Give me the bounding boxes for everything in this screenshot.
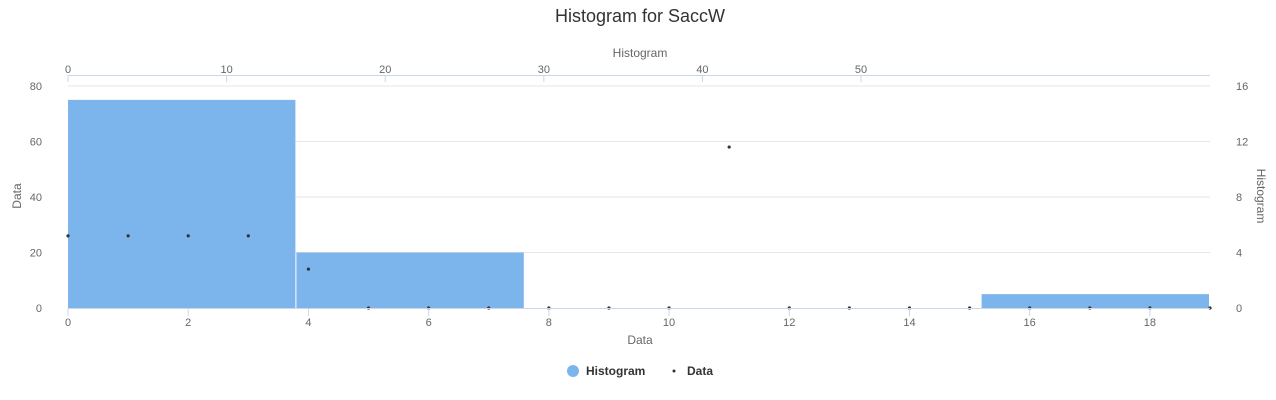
legend-item-data[interactable]: Data [672,364,714,378]
x-bottom-tick-label: 2 [185,317,191,329]
y-right-tick-label: 16 [1236,81,1248,93]
y-left-tick-label: 40 [30,192,42,204]
left-axis-title: Data [10,183,24,209]
legend-data-label: Data [687,364,713,378]
data-point [126,234,130,238]
chart-title: Histogram for SaccW [555,6,725,26]
y-right-tick-label: 4 [1236,248,1242,260]
x-bottom-tick-label: 6 [426,317,432,329]
axes: 0 20 40 60 80 0 4 8 12 16 0 2 4 6 8 10 12 14 16 18 0 10 20 30 40… [30,64,1249,329]
y-right-tick-label: 0 [1236,303,1242,315]
x-top-tick-label: 30 [538,64,550,76]
y-left-tick-label: 20 [30,248,42,260]
legend-data-marker [672,369,676,373]
legend-histogram-marker [567,365,579,377]
x-bottom-tick-label: 8 [546,317,552,329]
x-top-tick-label: 0 [65,64,71,76]
data-point [66,234,70,238]
x-bottom-tick-label: 10 [663,317,675,329]
y-left-tick-label: 80 [30,81,42,93]
bottom-axis-title: Data [627,333,653,347]
histogram-bar [68,99,296,308]
x-bottom-tick-label: 4 [305,317,311,329]
y-right-tick-label: 12 [1236,137,1248,149]
x-top-tick-label: 40 [696,64,708,76]
x-top-tick-label: 20 [379,64,391,76]
top-axis-title: Histogram [613,46,668,60]
x-bottom-tick-label: 16 [1024,317,1036,329]
right-axis-title: Histogram [1254,169,1268,224]
x-bottom-tick-label: 18 [1144,317,1156,329]
legend: Histogram Data [567,364,713,378]
legend-histogram-label: Histogram [586,364,645,378]
y-left-tick-label: 0 [36,303,42,315]
legend-item-histogram[interactable]: Histogram [567,364,645,378]
data-point [246,234,250,238]
y-right-tick-label: 8 [1236,192,1242,204]
x-bottom-tick-label: 14 [903,317,915,329]
y-left-tick-label: 60 [30,137,42,149]
x-bottom-tick-label: 0 [65,317,71,329]
x-top-tick-label: 10 [220,64,232,76]
histogram-bar [981,294,1209,308]
x-bottom-tick-label: 12 [783,317,795,329]
x-top-tick-label: 50 [855,64,867,76]
data-point [306,267,311,271]
data-point [186,234,190,238]
data-point [727,145,731,149]
histogram-bar [296,252,524,308]
histogram-bars [68,99,1209,308]
